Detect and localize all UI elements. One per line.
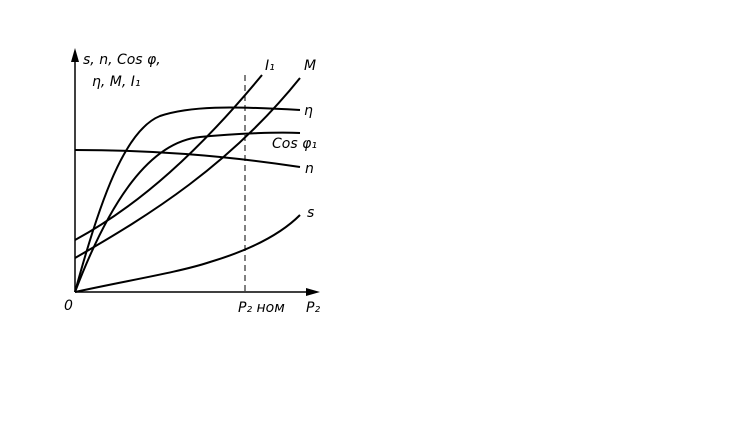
i1-curve [74,74,263,241]
n-curve [74,149,301,168]
i1-label: I₁ [265,58,275,74]
y-label-2: η, M, I₁ [92,74,141,90]
y-arrow [71,48,79,62]
nominal-label: P₂ ном [238,300,285,316]
eta-label: η [304,103,313,119]
origin-label: 0 [64,298,73,314]
eta-curve [74,106,301,293]
cos-curve [74,131,301,293]
x-arrow [306,288,320,296]
s-label: s [307,205,314,221]
n-label: n [305,161,314,177]
m-label: M [304,58,316,74]
cos-label: Cos φ₁ [272,136,317,152]
y-label-1: s, n, Cos φ, [83,52,161,68]
m-curve [74,77,301,259]
s-curve [74,214,301,293]
x-label: P₂ [306,300,320,316]
